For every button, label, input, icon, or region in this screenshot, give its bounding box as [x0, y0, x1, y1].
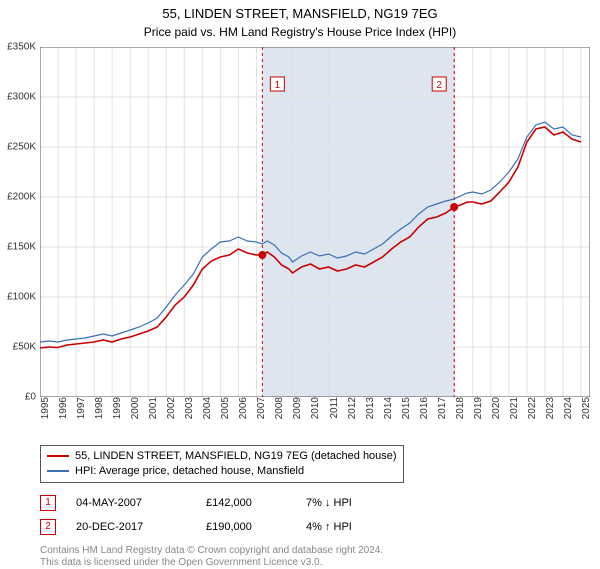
x-axis-label: 2009	[288, 397, 303, 419]
x-axis-label: 1996	[54, 397, 69, 419]
x-axis-label: 1995	[36, 397, 51, 419]
sale-date: 04-MAY-2007	[76, 497, 186, 509]
x-axis-label: 2011	[325, 397, 340, 419]
x-axis-label: 2019	[469, 397, 484, 419]
legend-item-property: 55, LINDEN STREET, MANSFIELD, NG19 7EG (…	[47, 449, 397, 464]
x-axis-label: 2005	[216, 397, 231, 419]
sale-row: 2 20-DEC-2017 £190,000 4% ↑ HPI	[40, 515, 600, 539]
sale-delta: 4% ↑ HPI	[306, 521, 396, 533]
x-axis-label: 1998	[90, 397, 105, 419]
x-axis-label: 2012	[343, 397, 358, 419]
y-axis-label: £250K	[7, 142, 40, 153]
x-axis-label: 2025	[577, 397, 592, 419]
y-axis-label: £350K	[7, 42, 40, 53]
footer: Contains HM Land Registry data © Crown c…	[40, 545, 600, 569]
x-axis-label: 1997	[72, 397, 87, 419]
legend-label-property: 55, LINDEN STREET, MANSFIELD, NG19 7EG (…	[75, 449, 397, 464]
x-axis-label: 2022	[523, 397, 538, 419]
sale-date: 20-DEC-2017	[76, 521, 186, 533]
x-axis-label: 2024	[559, 397, 574, 419]
sale-price: £142,000	[206, 497, 286, 509]
x-axis-label: 2017	[433, 397, 448, 419]
chart-container: 55, LINDEN STREET, MANSFIELD, NG19 7EG P…	[0, 0, 600, 560]
legend-label-hpi: HPI: Average price, detached house, Mans…	[75, 464, 304, 479]
x-axis-label: 2013	[361, 397, 376, 419]
x-axis-label: 2014	[379, 397, 394, 419]
sale-delta: 7% ↓ HPI	[306, 497, 396, 509]
x-axis-label: 2003	[180, 397, 195, 419]
x-axis-label: 2002	[162, 397, 177, 419]
chart-area: 12 £0£50K£100K£150K£200K£250K£300K£350K1…	[40, 47, 590, 397]
svg-text:2: 2	[436, 80, 442, 91]
x-axis-label: 2006	[234, 397, 249, 419]
sale-marker-1: 1	[40, 495, 56, 511]
sale-row: 1 04-MAY-2007 £142,000 7% ↓ HPI	[40, 491, 600, 515]
x-axis-label: 2018	[451, 397, 466, 419]
footer-line-1: Contains HM Land Registry data © Crown c…	[40, 545, 600, 557]
footer-line-2: This data is licensed under the Open Gov…	[40, 557, 600, 569]
x-axis-label: 2000	[126, 397, 141, 419]
sale-marker-2: 2	[40, 519, 56, 535]
x-axis-label: 2007	[252, 397, 267, 419]
page-title: 55, LINDEN STREET, MANSFIELD, NG19 7EG	[0, 0, 600, 21]
x-axis-label: 2001	[144, 397, 159, 419]
x-axis-label: 2020	[487, 397, 502, 419]
legend-swatch-property	[47, 455, 69, 457]
legend-swatch-hpi	[47, 470, 69, 472]
x-axis-label: 2015	[397, 397, 412, 419]
y-axis-label: £100K	[7, 292, 40, 303]
page-subtitle: Price paid vs. HM Land Registry's House …	[0, 21, 600, 47]
x-axis-label: 2023	[541, 397, 556, 419]
svg-text:1: 1	[275, 80, 281, 91]
sales-table: 1 04-MAY-2007 £142,000 7% ↓ HPI 2 20-DEC…	[40, 491, 600, 539]
y-axis-label: £50K	[13, 342, 40, 353]
chart-svg: 12	[40, 47, 590, 397]
legend: 55, LINDEN STREET, MANSFIELD, NG19 7EG (…	[40, 445, 404, 483]
y-axis-label: £150K	[7, 242, 40, 253]
x-axis-label: 1999	[108, 397, 123, 419]
x-axis-label: 2016	[415, 397, 430, 419]
x-axis-label: 2008	[270, 397, 285, 419]
sale-price: £190,000	[206, 521, 286, 533]
x-axis-label: 2004	[198, 397, 213, 419]
y-axis-label: £300K	[7, 92, 40, 103]
y-axis-label: £200K	[7, 192, 40, 203]
x-axis-label: 2010	[306, 397, 321, 419]
x-axis-label: 2021	[505, 397, 520, 419]
legend-item-hpi: HPI: Average price, detached house, Mans…	[47, 464, 397, 479]
